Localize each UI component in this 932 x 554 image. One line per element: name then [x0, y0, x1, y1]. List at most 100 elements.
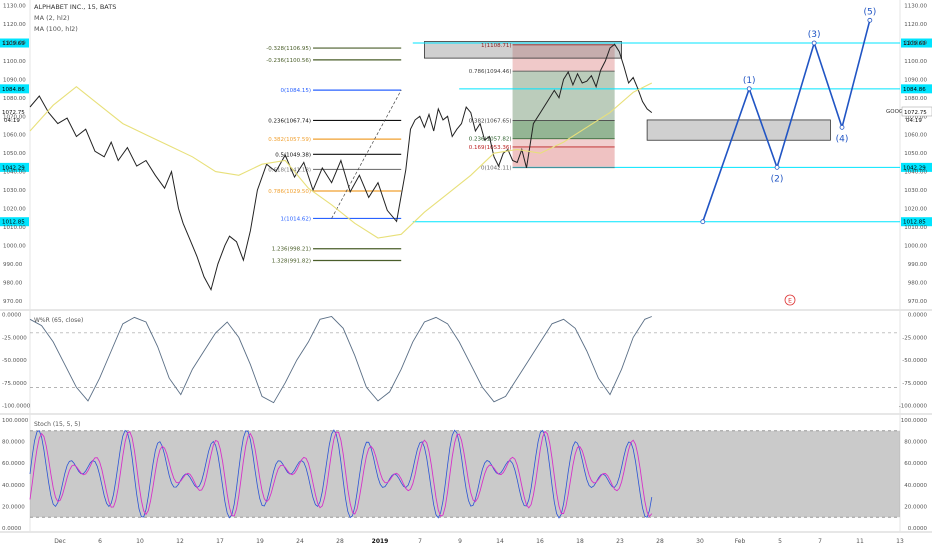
- y-tick-right: 1040.00: [904, 170, 927, 176]
- y-tick-left: 1130.00: [3, 4, 26, 10]
- y-tick-left: 970.00: [3, 299, 23, 305]
- fib-zone-band: [512, 138, 615, 147]
- fib-left-label: 0.618(1041.18): [268, 167, 311, 173]
- x-tick-label: 9: [458, 538, 462, 545]
- y-tick-right: 1060.00: [904, 133, 927, 139]
- x-tick-label: 28: [336, 538, 344, 545]
- wave-label: (4): [836, 134, 849, 144]
- wr-line: [29, 316, 652, 404]
- level-label-right: 1109.69: [903, 41, 926, 47]
- stoch-k-line: [29, 429, 653, 519]
- ma-long-label: MA (100, hl2): [34, 25, 78, 33]
- y-tick-left: 1030.00: [3, 188, 26, 194]
- wave-label: (1): [743, 76, 756, 86]
- fib-left-label: 1.328(991.82): [272, 259, 311, 265]
- level-label-left: 1084.86: [2, 87, 25, 93]
- x-tick-label: 6: [98, 538, 102, 545]
- y-tick-right: 1050.00: [904, 151, 927, 157]
- fib-right-label: 1(1108.71): [481, 43, 512, 49]
- right-price: 1072.75: [904, 110, 927, 116]
- wave-point: [700, 219, 706, 225]
- ma-line: [29, 82, 653, 239]
- level-label-left: 1012.85: [2, 220, 25, 226]
- horizontal-levels: 1109.69 1109.69 1084.86 1084.86 1042.29 1042.…: [0, 38, 932, 227]
- stoch-tick-right: 80.0000: [904, 440, 927, 446]
- wave-label: (2): [771, 174, 784, 184]
- wave-point: [774, 164, 780, 170]
- y-tick-right: 1130.00: [904, 4, 927, 10]
- right-time: 04:19: [906, 118, 922, 124]
- fib-left-label: 0(1084.15): [280, 88, 311, 94]
- event-marker-icon[interactable]: [784, 294, 796, 306]
- y-tick-left: 1060.00: [3, 133, 26, 139]
- x-tick-label: 7: [818, 538, 822, 545]
- y-tick-right: 1100.00: [904, 59, 927, 65]
- fib-left-trend: [331, 89, 402, 219]
- wr-panel: 0.0000 0.0000 -25.0000 -25.0000 -50.0000 -50.…: [2, 313, 927, 410]
- fib-right-label: 0.382(1067.65): [469, 119, 512, 125]
- y-tick-right: 1120.00: [904, 22, 927, 28]
- x-tick-label: 18: [576, 538, 584, 545]
- price-line: [29, 43, 653, 292]
- y-tick-right: 1070.00: [904, 114, 927, 120]
- x-tick-label: 2019: [372, 538, 389, 545]
- stoch-tick-right: 20.0000: [904, 504, 927, 510]
- level-tag-left: [0, 84, 29, 94]
- y-tick-right: 1020.00: [904, 207, 927, 213]
- y-tick-right: 1010.00: [904, 225, 927, 231]
- x-tick-label: 16: [536, 538, 544, 545]
- wave-point: [746, 86, 752, 92]
- y-tick-left: 1070.00: [3, 114, 26, 120]
- y-tick-left: 1040.00: [3, 170, 26, 176]
- x-tick-label: 7: [418, 538, 422, 545]
- y-tick-left: 1120.00: [3, 22, 26, 28]
- wr-tick-left: -50.0000: [2, 358, 27, 364]
- wave-label: (5): [863, 7, 876, 17]
- wave-path: [702, 20, 871, 222]
- wr-tick-right: 0.0000: [908, 313, 928, 319]
- x-tick-label: 14: [496, 538, 504, 545]
- y-tick-right: 1000.00: [904, 243, 927, 249]
- wr-label: W%R (65, close): [34, 317, 83, 324]
- level-tag-right: [901, 217, 932, 227]
- fib-left-label: 0.382(1057.59): [268, 137, 311, 143]
- fib-left-label: -0.236(1100.56): [266, 58, 311, 64]
- wave-point: [839, 124, 845, 130]
- level-label-right: 1084.86: [903, 87, 926, 93]
- stoch-tick-left: 80.0000: [2, 440, 25, 446]
- level-label-left: 1042.29: [2, 165, 25, 171]
- x-tick-label: 30: [696, 538, 704, 545]
- wave-point: [867, 17, 873, 23]
- fib-zone-band: [512, 120, 615, 139]
- x-axis: Dec 6 10 12 17 19 24 28 2019 7 9 14 16 18 23 28 30 Feb 5 7 1…: [54, 538, 904, 545]
- y-tick-left: 1020.00: [3, 207, 26, 213]
- price-series: [29, 43, 653, 292]
- wave-projection: (1) (2) (3) (4) (5): [700, 7, 876, 225]
- stoch-tick-right: 60.0000: [904, 461, 927, 467]
- ma-short-label: MA (2, hl2): [34, 14, 70, 22]
- stoch-tick-left: 40.0000: [2, 483, 25, 489]
- wr-tick-right: -50.0000: [902, 358, 927, 364]
- wr-tick-right: -75.0000: [902, 381, 927, 387]
- fib-right-label: 0(1042.11): [481, 166, 512, 172]
- fib-left-label: 0.786(1029.50): [268, 189, 311, 195]
- x-tick-label: Dec: [54, 538, 66, 545]
- y-tick-left: 980.00: [3, 280, 23, 286]
- y-tick-left: 1010.00: [3, 225, 26, 231]
- left-time: 04:19: [4, 118, 20, 124]
- y-tick-left: 1090.00: [3, 77, 26, 83]
- fib-left: -0.328(1106.95) -0.236(1100.56) 0(1084.15)…: [266, 46, 402, 265]
- y-tick-left: 990.00: [3, 262, 23, 268]
- y-tick-left: 1080.00: [3, 96, 26, 102]
- stoch-tick-left: 60.0000: [2, 461, 25, 467]
- fib-right-label: 0.786(1094.46): [469, 69, 512, 75]
- fib-left-label: 1.236(998.21): [272, 247, 311, 253]
- x-tick-label: 17: [216, 538, 224, 545]
- left-price: 1072.75: [2, 110, 25, 116]
- stoch-tick-left: 20.0000: [2, 504, 25, 510]
- right-symbol: GOOG: [886, 109, 903, 115]
- wr-tick-left: -100.0000: [2, 403, 31, 409]
- stoch-tick-right: 40.0000: [904, 483, 927, 489]
- y-tick-right: 970.00: [908, 299, 928, 305]
